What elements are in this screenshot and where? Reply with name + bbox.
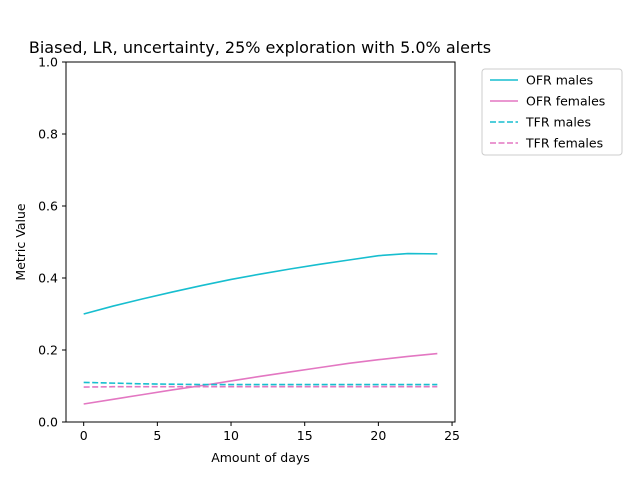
y-tick-label: 1.0 <box>38 55 58 70</box>
legend-box <box>481 68 623 156</box>
plot-frame <box>65 61 456 423</box>
series-line-ofr-males <box>83 252 438 315</box>
x-axis-label: Amount of days <box>211 450 310 465</box>
x-tick-label: 0 <box>80 428 88 443</box>
legend-items: OFR males OFR females TFR males TFR females <box>490 73 605 151</box>
chart-title: Biased, LR, uncertainty, 25% exploration… <box>29 38 491 57</box>
series-layer <box>83 252 438 405</box>
y-tick-label: 0.6 <box>38 199 58 214</box>
x-tick-label: 15 <box>297 428 313 443</box>
series-line-ofr-females <box>83 352 438 405</box>
y-tick-label: 0.4 <box>38 271 58 286</box>
legend: OFR males OFR females TFR males TFR females <box>481 68 623 156</box>
x-tick-label: 25 <box>444 428 460 443</box>
y-tick-label: 0.8 <box>38 127 58 142</box>
x-tick-label: 20 <box>370 428 386 443</box>
legend-label: OFR males <box>526 73 593 88</box>
legend-label: OFR females <box>526 94 605 109</box>
legend-label: TFR females <box>525 136 603 151</box>
legend-label: TFR males <box>525 115 591 130</box>
y-tick-label: 0.2 <box>38 343 58 358</box>
y-axis-label: Metric Value <box>13 203 28 280</box>
y-tick-label: 0.0 <box>38 415 58 430</box>
x-tick-label: 10 <box>223 428 239 443</box>
plot-area <box>66 62 455 422</box>
axes-layer: 0 5 10 15 20 25 0.0 0.2 0.4 0.6 0.8 1.0 <box>38 55 460 444</box>
x-tick-label: 5 <box>153 428 161 443</box>
series-line-tfr-males <box>83 381 438 386</box>
